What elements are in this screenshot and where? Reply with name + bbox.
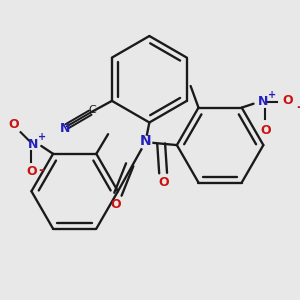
Text: O: O — [111, 197, 121, 211]
Text: O: O — [260, 124, 271, 137]
Text: N: N — [28, 137, 39, 151]
Point — [143, 140, 148, 145]
Text: N: N — [258, 95, 268, 108]
Text: -: - — [38, 163, 44, 176]
Text: O: O — [8, 118, 19, 131]
Text: C: C — [88, 105, 96, 115]
Text: +: + — [38, 132, 46, 142]
Text: O: O — [283, 94, 293, 107]
Text: -: - — [296, 100, 300, 114]
Text: O: O — [159, 176, 170, 189]
Text: +: + — [268, 90, 276, 100]
Text: N: N — [60, 122, 70, 135]
Text: O: O — [26, 165, 37, 178]
Text: N: N — [140, 134, 151, 148]
